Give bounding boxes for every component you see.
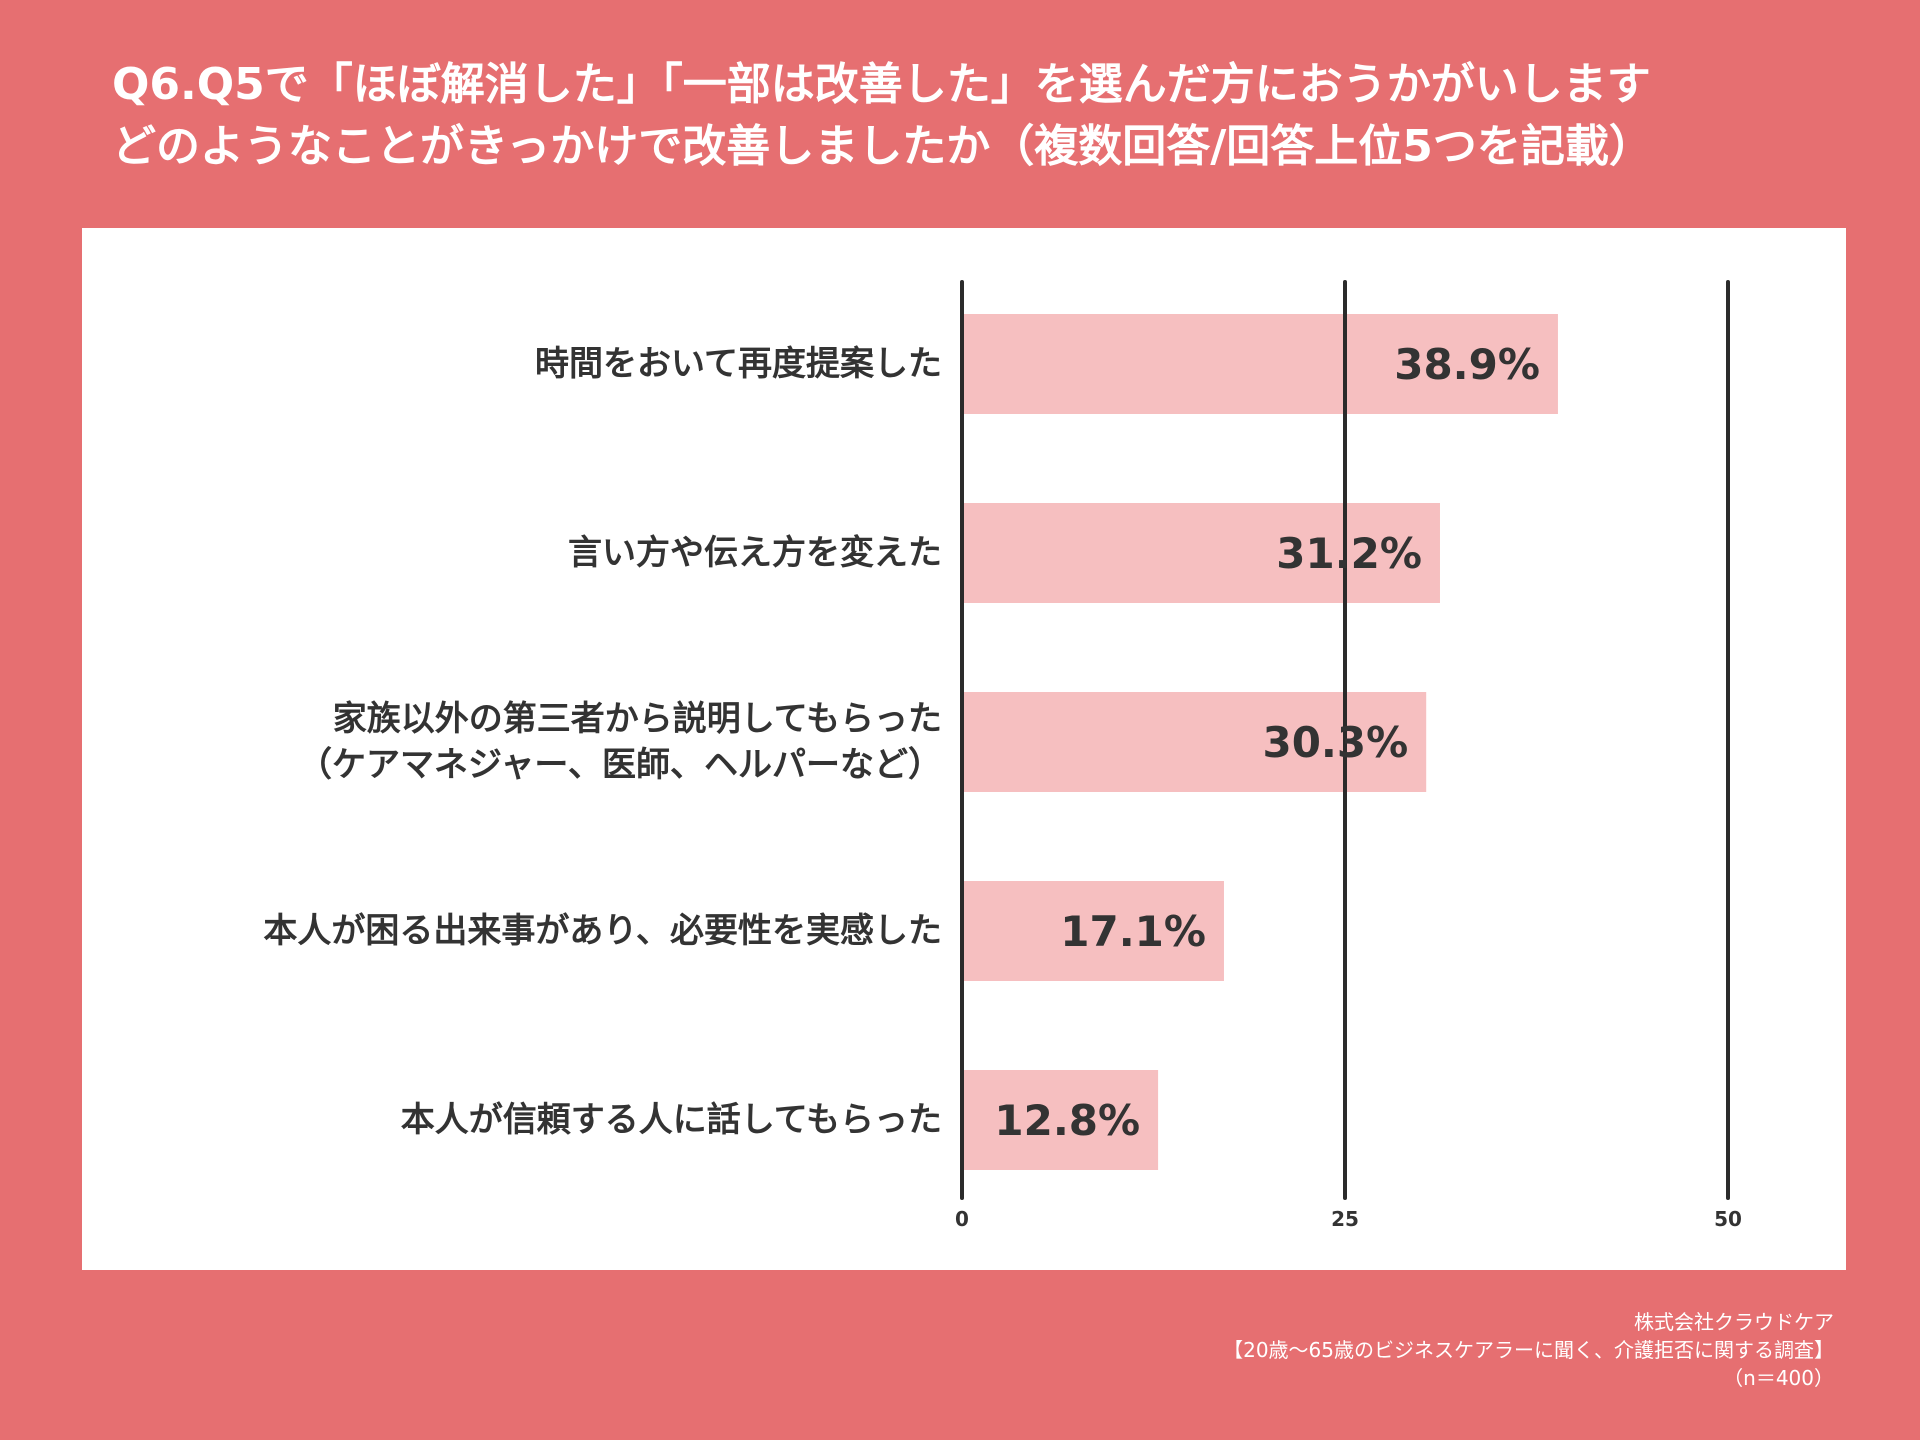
chart-panel: 0 25 50 38.9% 31.2% 30.3% 17.1% 12.8% 時間をおいて再度提… [82, 228, 1846, 1270]
tick-label-0: 0 [955, 1207, 969, 1231]
category-label-line: 言い方や伝え方を変えた [568, 533, 942, 573]
value-label-5: 12.8% [994, 1096, 1140, 1145]
category-label-4: 本人が困る出来事があり、必要性を実感した [263, 908, 942, 954]
tick-label-25: 25 [1331, 1207, 1359, 1231]
bar-chart: 0 25 50 38.9% 31.2% 30.3% 17.1% 12.8% [955, 280, 1742, 1231]
bar-1 [962, 314, 1558, 414]
category-label-line: 本人が信頼する人に話してもらった [400, 1100, 942, 1140]
chart-title-line-2: どのようなことがきっかけで改善しましたか（複数回答/回答上位5つを記載） [112, 121, 1653, 172]
footer-company: 株式会社クラウドケア [1634, 1310, 1834, 1334]
category-label-line: （ケアマネジャー、医師、ヘルパーなど） [298, 745, 942, 785]
value-label-3: 30.3% [1262, 718, 1408, 767]
category-label-line: 本人が困る出来事があり、必要性を実感した [263, 911, 942, 951]
source-footer: 株式会社クラウドケア 【20歳～65歳のビジネスケアラーに聞く、介護拒否に関する… [1223, 1308, 1834, 1392]
category-label-5: 本人が信頼する人に話してもらった [401, 1097, 942, 1143]
bar-3 [962, 692, 1427, 792]
category-label-1: 時間をおいて再度提案した [535, 341, 942, 387]
value-label-1: 38.9% [1394, 340, 1540, 389]
bar-2 [962, 503, 1440, 603]
category-label-2: 言い方や伝え方を変えた [568, 530, 942, 576]
tick-label-50: 50 [1714, 1207, 1742, 1231]
footer-survey: 【20歳～65歳のビジネスケアラーに聞く、介護拒否に関する調査】 [1223, 1338, 1834, 1362]
chart-title-line-1: Q6.Q5で「ほぼ解消した」「一部は改善した」を選んだ方におうかがいします [112, 59, 1651, 110]
footer-sample: （n＝400） [1723, 1366, 1834, 1390]
category-label-line: 時間をおいて再度提案した [535, 344, 942, 384]
chart-title: Q6.Q5で「ほぼ解消した」「一部は改善した」を選んだ方におうかがいします どの… [112, 54, 1832, 178]
bar-4 [962, 881, 1224, 981]
value-label-4: 17.1% [1060, 907, 1206, 956]
category-label-line: 家族以外の第三者から説明してもらった [332, 699, 942, 739]
bar-5 [962, 1070, 1159, 1170]
category-label-3: 家族以外の第三者から説明してもらった （ケアマネジャー、医師、ヘルパーなど） [298, 696, 942, 788]
value-label-2: 31.2% [1276, 529, 1422, 578]
